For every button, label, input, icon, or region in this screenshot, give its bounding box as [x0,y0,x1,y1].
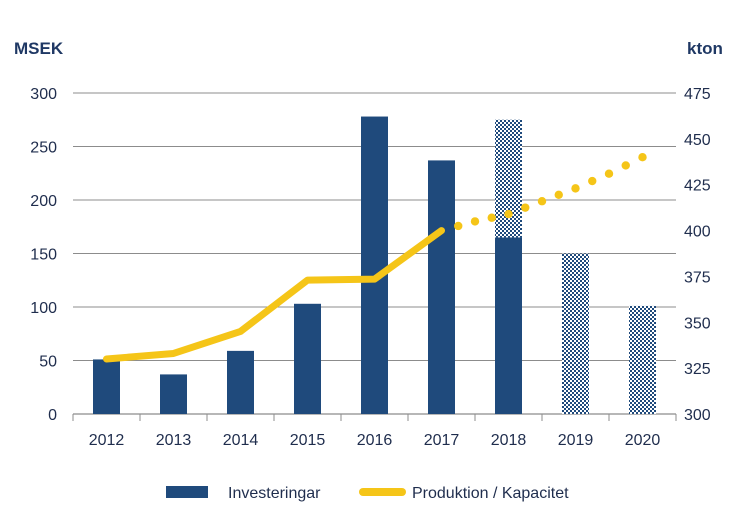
right-tick-425: 425 [684,178,711,195]
right-tick-450: 450 [684,132,711,149]
left-tick-300: 300 [30,86,57,103]
right-axis-label: kton [687,39,723,58]
legend-label-investeringar: Investeringar [228,485,321,502]
left-tick-0: 0 [48,407,57,424]
production-forecast-dot-7 [571,184,580,193]
production-forecast-dot-5 [537,197,547,206]
x-tick-2014: 2014 [223,432,259,449]
right-axis-ticks: 300 325 350 375 400 425 450 475 [684,86,711,424]
legend-swatch-investeringar [166,486,208,498]
bars [93,116,656,414]
x-tick-2016: 2016 [357,432,393,449]
x-tick-2012: 2012 [89,432,125,449]
bar-2016 [361,116,388,414]
x-axis-ticks: 2012 2013 2014 2015 2016 2017 2018 2019 2020 [72,414,677,449]
left-tick-150: 150 [30,247,57,264]
production-forecast-dot-8 [588,176,597,186]
bar-forecast-2018 [495,119,522,238]
production-line [103,153,647,363]
left-axis-ticks: 0 50 100 150 200 250 300 [30,86,57,424]
production-forecast-dot-2 [487,213,496,222]
production-forecast-dot-10 [621,161,630,170]
bar-forecast-2019 [562,253,589,414]
left-tick-50: 50 [39,354,57,371]
x-tick-2020: 2020 [625,432,661,449]
right-tick-300: 300 [684,407,711,424]
production-forecast-dot-6 [554,190,563,200]
production-forecast-dot-0 [454,221,463,231]
legend-label-production: Produktion / Kapacitet [412,485,569,502]
right-tick-400: 400 [684,224,711,241]
bar-2017 [428,160,455,414]
x-tick-2013: 2013 [156,432,192,449]
production-forecast-dot-4 [521,203,530,212]
left-tick-100: 100 [30,300,57,317]
x-tick-2017: 2017 [424,432,460,449]
bar-2015 [294,303,321,414]
production-forecast-dot-9 [604,169,614,178]
legend: Investeringar Produktion / Kapacitet [166,485,569,502]
production-forecast-dot-11 [638,153,647,162]
x-tick-2018: 2018 [491,432,527,449]
left-tick-200: 200 [30,193,57,210]
right-tick-475: 475 [684,86,711,103]
bar-2014 [227,350,254,414]
production-line-actual [103,227,445,363]
bar-forecast-2020 [629,305,656,414]
right-tick-375: 375 [684,269,711,286]
production-forecast-dot-1 [470,217,480,226]
left-tick-250: 250 [30,140,57,157]
production-forecast-dot-3 [504,209,513,219]
bar-2013 [160,374,187,414]
bar-2012 [93,359,120,414]
right-tick-325: 325 [684,361,711,378]
x-tick-2015: 2015 [290,432,326,449]
left-axis-label: MSEK [14,39,64,58]
right-tick-350: 350 [684,315,711,332]
x-tick-2019: 2019 [558,432,594,449]
bar-2018 [495,237,522,414]
